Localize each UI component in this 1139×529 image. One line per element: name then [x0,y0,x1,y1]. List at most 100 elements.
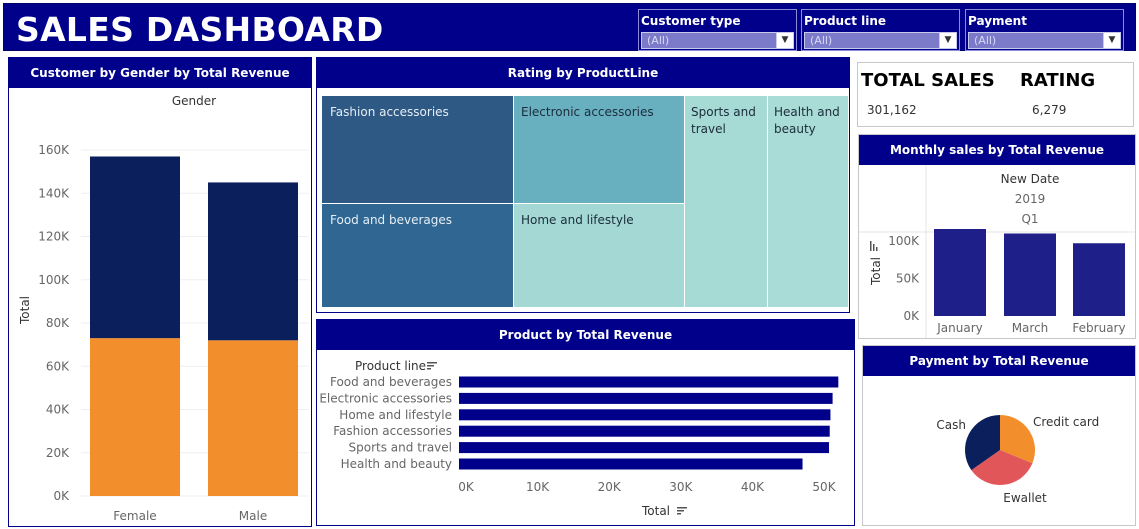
treemap-label: Electronic accessories [521,105,654,119]
sort-icon[interactable] [427,362,437,370]
x-tick-label: 40K [741,480,765,494]
monthly-bar [934,229,986,316]
total-sales-value: 301,162 [867,103,917,117]
x-tick-label: March [1012,321,1049,335]
y-tick-label: 100K [38,273,70,287]
y-tick-label: 140K [38,186,70,200]
dashboard-header: SALES DASHBOARD Customer type (All) ▼ Pro… [3,3,1136,51]
pie-label: Credit card [1033,415,1099,429]
product-bar [459,458,803,470]
panel-title: Rating by ProductLine [317,58,849,88]
bar-segment [90,156,180,339]
y-tick-label: Sports and travel [349,441,452,455]
bar-segment [208,182,298,341]
filter-value: (All) [810,34,833,47]
monthly-bar [1073,243,1125,316]
column-header: 2019 [1015,192,1046,206]
filter-value: (All) [647,34,670,47]
y-tick-label: Food and beverages [330,375,452,389]
rating-treemap-panel: Rating by ProductLine Fashion accessorie… [316,57,850,313]
filter-select[interactable]: (All) ▼ [804,32,957,49]
x-tick-label: Female [113,509,156,523]
x-axis-label: Total [641,504,670,518]
y-axis-label: Total [869,257,883,286]
y-tick-label: 50K [896,272,920,286]
sort-icon[interactable] [870,241,878,251]
y-tick-label: 80K [46,316,70,330]
y-tick-label: 100K [888,234,920,248]
y-tick-label: 60K [46,359,70,373]
pie-slice [1000,415,1035,464]
gender-revenue-panel: Customer by Gender by Total Revenue Gend… [8,57,312,527]
dashboard-title: SALES DASHBOARD [16,10,384,49]
treemap-cell[interactable]: Fashion accessories [322,96,513,203]
treemap-cell[interactable]: Sports and travel [685,96,767,307]
x-tick-label: January [936,321,983,335]
panel-title: Customer by Gender by Total Revenue [9,58,311,88]
filter-value: (All) [974,34,997,47]
filter-label: Payment [968,14,1027,28]
treemap-cell[interactable]: Electronic accessories [514,96,684,203]
product-bar [459,392,833,404]
rating-label: RATING [1020,70,1096,91]
filter-payment[interactable]: Payment (All) ▼ [965,9,1124,51]
product-bar [459,442,830,454]
product-revenue-panel: Product by Total Revenue Product line To… [316,319,855,526]
panel-title: Monthly sales by Total Revenue [859,135,1135,165]
kpi-panel: TOTAL SALES RATING 301,162 6,279 [857,62,1134,127]
rating-value: 6,279 [1032,103,1067,117]
bar-segment [90,338,180,496]
x-tick-label: 50K [812,480,836,494]
treemap-cell[interactable]: Health and beauty [768,96,848,307]
sort-icon[interactable] [677,507,687,515]
filter-select[interactable]: (All) ▼ [641,32,794,49]
product-bar [459,425,830,437]
bar-segment [208,340,298,496]
treemap-label: Food and beverages [330,213,453,227]
y-tick-label: 0K [903,309,920,323]
pie-label: Cash [936,418,966,432]
product-bar [459,376,839,388]
y-tick-label: Health and beauty [341,457,452,471]
monthly-bar-chart: New Date 2019 Q1 Total 0K 50K 100K January M… [859,165,1135,338]
y-tick-label: 0K [53,489,70,503]
treemap-label: Fashion accessories [330,105,449,119]
column-header: New Date [1001,172,1060,186]
chevron-down-icon[interactable]: ▼ [776,33,793,48]
filter-label: Product line [804,14,887,28]
filter-label: Customer type [641,14,741,28]
payment-panel: Payment by Total Revenue Credit card Ewal… [862,345,1136,526]
filter-customer-type[interactable]: Customer type (All) ▼ [638,9,797,51]
x-tick-label: February [1072,321,1125,335]
product-bar-chart: Product line Total 0K 10K 20K 30K 40K 50K Food… [319,359,839,518]
payment-pie-chart: Credit card Ewallet Cash [936,415,1099,505]
y-tick-label: Electronic accessories [319,391,452,405]
y-axis-label: Total [18,296,32,325]
monthly-sales-panel: Monthly sales by Total Revenue New Date … [858,134,1136,339]
treemap-cell[interactable]: Home and lifestyle [514,204,684,307]
y-tick-label: 160K [38,143,70,157]
panel-title: Product by Total Revenue [317,320,854,350]
panel-title: Payment by Total Revenue [863,346,1135,376]
total-sales-label: TOTAL SALES [861,70,995,91]
chevron-down-icon[interactable]: ▼ [939,33,956,48]
y-tick-label: Fashion accessories [333,424,452,438]
treemap-label: Health and beauty [774,105,840,136]
filter-product-line[interactable]: Product line (All) ▼ [801,9,960,51]
treemap-label: Sports and travel [691,105,756,136]
row-header: Product line [355,359,426,373]
treemap-cell[interactable]: Food and beverages [322,204,513,307]
column-header: Gender [172,94,216,108]
x-tick-label: Male [239,509,267,523]
product-bar [459,409,831,421]
y-tick-label: 120K [38,230,70,244]
x-tick-label: 10K [526,480,550,494]
pie-slice [971,450,1033,485]
x-tick-label: 0K [458,480,475,494]
x-tick-label: 30K [669,480,693,494]
filter-select[interactable]: (All) ▼ [968,32,1121,49]
chevron-down-icon[interactable]: ▼ [1103,33,1120,48]
monthly-bar [1004,233,1056,316]
pie-label: Ewallet [1003,491,1047,505]
column-header: Q1 [1021,212,1038,226]
